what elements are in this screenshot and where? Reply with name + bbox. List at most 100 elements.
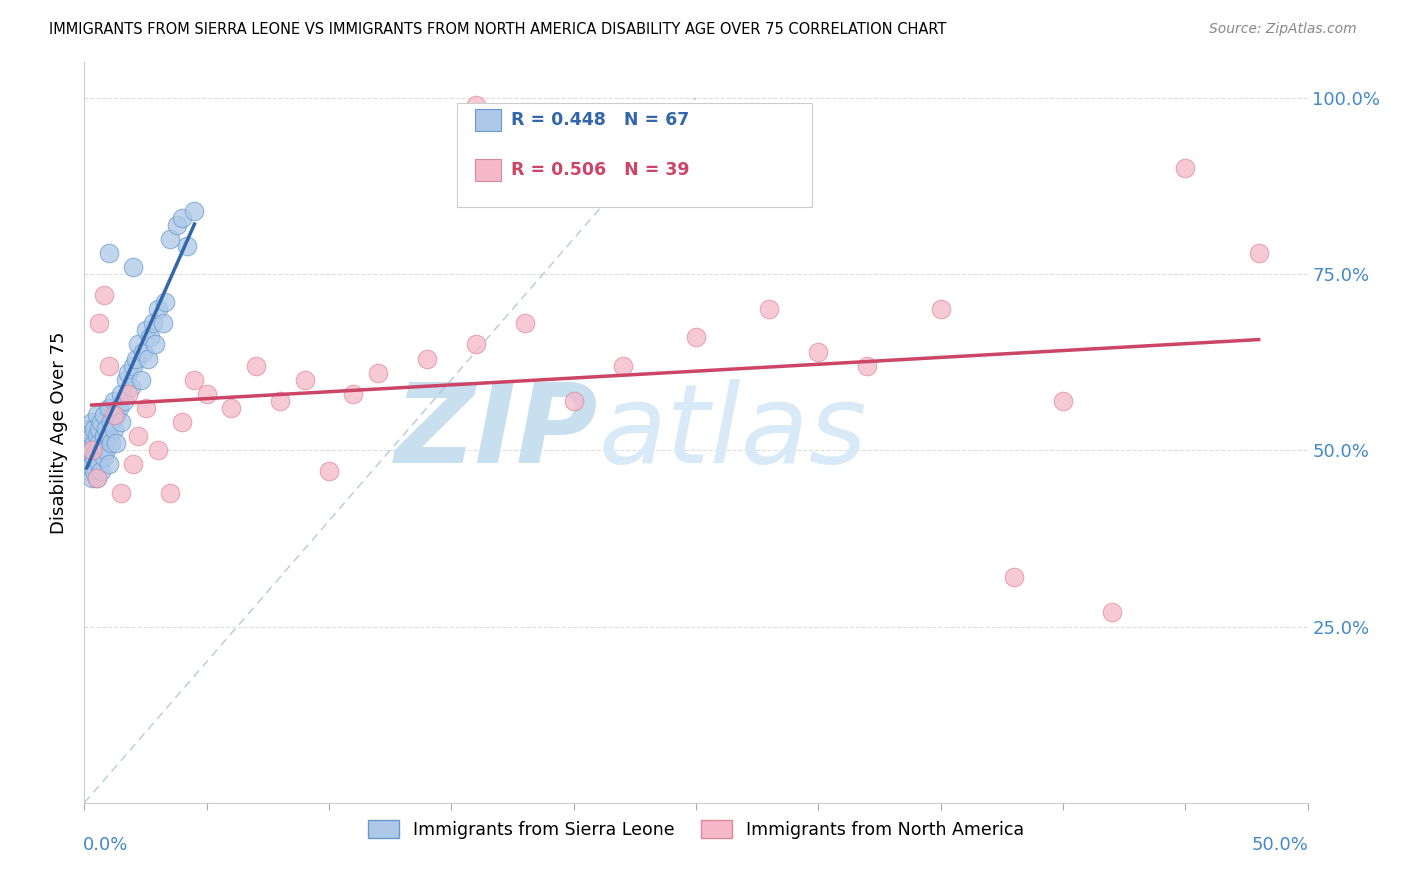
Point: [219, 401, 242, 415]
Point: [807, 344, 830, 359]
Point: [166, 218, 188, 232]
Point: [100, 415, 122, 429]
Point: [86, 471, 108, 485]
Point: [612, 359, 634, 373]
Text: atlas: atlas: [598, 379, 866, 486]
Point: [77, 436, 100, 450]
Point: [80, 443, 103, 458]
Point: [464, 97, 486, 112]
Point: [80, 458, 103, 472]
Point: [103, 408, 125, 422]
Point: [93, 288, 115, 302]
Point: [136, 351, 159, 366]
Legend: Immigrants from Sierra Leone, Immigrants from North America: Immigrants from Sierra Leone, Immigrants…: [361, 814, 1031, 846]
Point: [122, 260, 145, 274]
Point: [117, 387, 139, 401]
Point: [416, 351, 439, 366]
FancyBboxPatch shape: [475, 159, 502, 181]
Point: [107, 401, 129, 415]
Point: [97, 458, 120, 472]
Point: [367, 366, 389, 380]
Point: [129, 373, 152, 387]
Point: [103, 393, 125, 408]
Text: IMMIGRANTS FROM SIERRA LEONE VS IMMIGRANTS FROM NORTH AMERICA DISABILITY AGE OVE: IMMIGRANTS FROM SIERRA LEONE VS IMMIGRAN…: [49, 22, 946, 37]
Text: Source: ZipAtlas.com: Source: ZipAtlas.com: [1209, 22, 1357, 37]
Point: [318, 464, 340, 478]
Point: [87, 422, 110, 436]
Point: [176, 239, 198, 253]
Point: [152, 316, 174, 330]
Point: [125, 351, 148, 366]
Text: R = 0.506   N = 39: R = 0.506 N = 39: [512, 161, 690, 178]
Point: [76, 443, 98, 458]
Point: [132, 344, 155, 359]
Point: [159, 232, 181, 246]
Point: [269, 393, 291, 408]
Point: [143, 337, 166, 351]
Point: [96, 443, 118, 458]
Point: [929, 302, 952, 317]
Point: [153, 295, 176, 310]
Point: [97, 359, 120, 373]
Point: [86, 408, 108, 422]
Point: [146, 443, 169, 458]
Point: [93, 429, 115, 443]
Point: [139, 330, 162, 344]
Text: 0.0%: 0.0%: [83, 836, 128, 855]
Point: [183, 373, 205, 387]
Point: [80, 415, 103, 429]
Point: [183, 203, 205, 218]
Point: [90, 464, 112, 478]
Point: [294, 373, 316, 387]
Point: [110, 387, 132, 401]
Point: [87, 436, 110, 450]
Point: [172, 211, 194, 225]
Point: [83, 436, 105, 450]
Point: [86, 429, 108, 443]
Point: [112, 393, 135, 408]
Point: [77, 422, 100, 436]
Point: [86, 471, 108, 485]
Point: [83, 464, 105, 478]
Point: [93, 408, 115, 422]
Text: ZIP: ZIP: [395, 379, 598, 486]
Point: [159, 485, 181, 500]
Point: [685, 330, 707, 344]
Point: [758, 302, 780, 317]
Point: [97, 429, 120, 443]
Point: [103, 422, 125, 436]
Point: [77, 464, 100, 478]
Point: [87, 316, 110, 330]
Point: [110, 415, 132, 429]
Point: [76, 458, 98, 472]
Point: [77, 450, 100, 465]
Point: [1174, 161, 1197, 176]
FancyBboxPatch shape: [457, 103, 813, 207]
Point: [96, 422, 118, 436]
Point: [135, 323, 157, 337]
Point: [1247, 245, 1270, 260]
Point: [90, 443, 112, 458]
Point: [93, 450, 115, 465]
Point: [120, 380, 142, 394]
Y-axis label: Disability Age Over 75: Disability Age Over 75: [51, 331, 69, 534]
Point: [105, 408, 128, 422]
Text: 50.0%: 50.0%: [1251, 836, 1309, 855]
Point: [86, 443, 108, 458]
Point: [142, 316, 165, 330]
Point: [80, 443, 103, 458]
Point: [562, 393, 585, 408]
Point: [127, 429, 149, 443]
Point: [146, 302, 169, 317]
Point: [1052, 393, 1074, 408]
Point: [1101, 606, 1123, 620]
Point: [83, 422, 105, 436]
Point: [80, 471, 103, 485]
Point: [464, 337, 486, 351]
Point: [856, 359, 879, 373]
Point: [110, 485, 132, 500]
Point: [122, 359, 145, 373]
Point: [245, 359, 267, 373]
Point: [513, 316, 536, 330]
Point: [127, 337, 149, 351]
